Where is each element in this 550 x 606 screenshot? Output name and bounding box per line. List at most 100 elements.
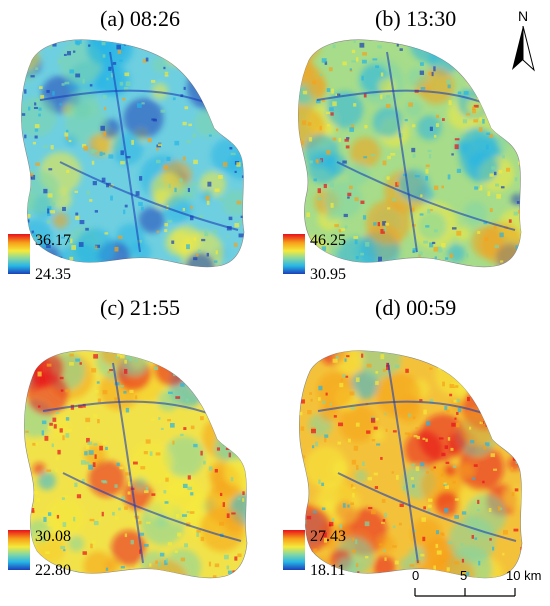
- raster-speck: [496, 56, 501, 60]
- raster-speck: [85, 444, 90, 450]
- raster-speck: [493, 171, 497, 176]
- raster-speck: [318, 385, 323, 391]
- raster-speck: [350, 502, 355, 505]
- raster-speck: [300, 464, 305, 469]
- raster-speck: [361, 75, 364, 81]
- road-line: [336, 161, 516, 231]
- raster-speck: [461, 558, 465, 563]
- raster-speck: [142, 58, 147, 63]
- raster-speck: [233, 99, 238, 103]
- raster-speck: [165, 473, 171, 477]
- raster-speck: [155, 560, 158, 564]
- raster-speck: [302, 90, 308, 95]
- raster-speck: [125, 407, 130, 413]
- road-line: [39, 89, 211, 105]
- raster-speck: [456, 399, 460, 403]
- thermal-patch: [416, 210, 447, 241]
- raster-speck: [428, 71, 432, 76]
- raster-speck: [96, 261, 99, 267]
- raster-speck: [141, 102, 145, 105]
- thermal-map-b: [298, 39, 522, 268]
- raster-speck: [223, 554, 229, 560]
- raster-speck: [392, 430, 397, 433]
- raster-speck: [321, 99, 326, 102]
- raster-speck: [120, 354, 125, 359]
- raster-speck: [362, 215, 367, 220]
- raster-speck: [371, 510, 376, 515]
- raster-speck: [190, 205, 193, 210]
- raster-speck: [123, 209, 126, 215]
- raster-speck: [212, 575, 217, 578]
- raster-speck: [238, 105, 241, 109]
- raster-speck: [415, 427, 419, 430]
- raster-speck: [474, 537, 478, 540]
- raster-speck: [240, 215, 244, 218]
- thermal-patch: [305, 446, 348, 489]
- raster-speck: [344, 138, 349, 142]
- raster-speck: [107, 370, 110, 374]
- thermal-patch: [480, 222, 521, 266]
- raster-speck: [450, 447, 454, 451]
- raster-speck: [67, 51, 71, 56]
- raster-speck: [312, 80, 317, 85]
- raster-speck: [167, 220, 173, 223]
- color-ramp: [8, 234, 30, 274]
- raster-speck: [365, 241, 370, 247]
- raster-speck: [89, 199, 93, 202]
- raster-speck: [346, 137, 350, 140]
- raster-speck: [131, 139, 134, 145]
- raster-speck: [61, 497, 65, 500]
- raster-speck: [138, 520, 142, 525]
- raster-speck: [395, 474, 399, 480]
- raster-speck: [330, 112, 334, 116]
- thermal-patch: [207, 350, 247, 398]
- raster-speck: [477, 231, 481, 234]
- raster-speck: [349, 391, 355, 396]
- raster-speck: [310, 45, 313, 49]
- raster-speck: [105, 446, 108, 451]
- raster-speck: [35, 442, 38, 446]
- raster-speck: [119, 385, 124, 388]
- thermal-patch: [199, 506, 245, 552]
- raster-speck: [440, 473, 445, 477]
- raster-speck: [340, 378, 343, 382]
- raster-speck: [59, 428, 63, 433]
- raster-speck: [180, 433, 184, 437]
- thermal-patch: [219, 94, 244, 126]
- raster-speck: [502, 441, 506, 446]
- raster-speck: [65, 389, 70, 393]
- raster-speck: [228, 404, 233, 409]
- raster-speck: [170, 423, 175, 428]
- raster-speck: [216, 120, 222, 124]
- raster-speck: [219, 492, 223, 497]
- raster-speck: [489, 208, 493, 213]
- raster-speck: [313, 178, 317, 182]
- raster-speck: [52, 42, 57, 47]
- thermal-patch: [444, 463, 458, 477]
- raster-speck: [196, 254, 199, 257]
- raster-speck: [116, 462, 120, 467]
- raster-speck: [41, 239, 46, 242]
- raster-speck: [453, 385, 459, 388]
- raster-speck: [38, 113, 41, 117]
- raster-speck: [201, 356, 206, 361]
- thermal-patch: [134, 477, 148, 491]
- raster-speck: [456, 411, 459, 415]
- raster-speck: [230, 152, 236, 156]
- raster-speck: [420, 87, 426, 90]
- raster-speck: [174, 550, 178, 553]
- thermal-patch: [201, 188, 214, 201]
- raster-speck: [81, 143, 87, 148]
- raster-speck: [489, 538, 492, 541]
- thermal-patch: [434, 491, 460, 516]
- raster-speck: [312, 510, 317, 514]
- raster-speck: [419, 70, 425, 75]
- raster-speck: [482, 480, 485, 484]
- raster-speck: [319, 73, 323, 76]
- thermal-patch: [163, 194, 192, 224]
- raster-speck: [523, 472, 527, 475]
- raster-speck: [353, 40, 356, 43]
- raster-speck: [508, 219, 512, 223]
- raster-speck: [418, 251, 423, 256]
- raster-speck: [444, 406, 448, 411]
